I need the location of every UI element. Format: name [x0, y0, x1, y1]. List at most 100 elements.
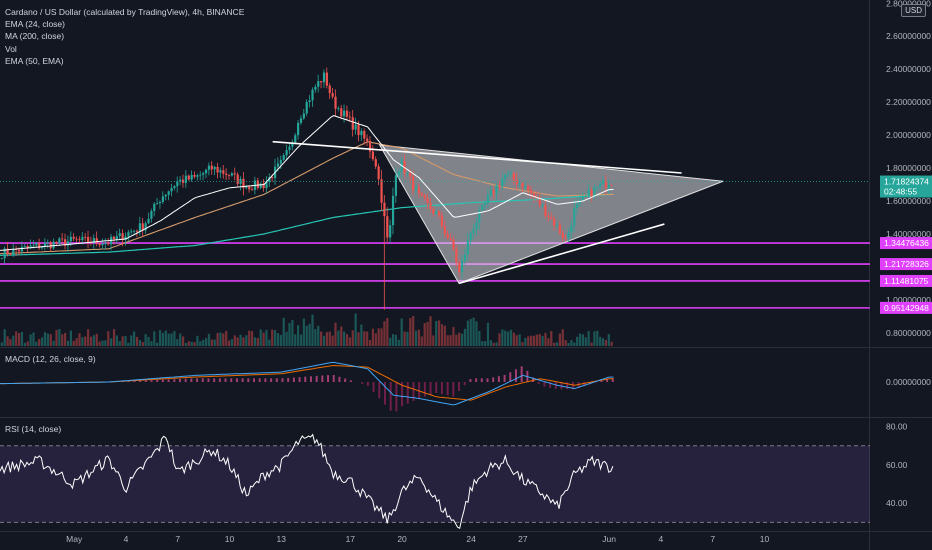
candle-body — [538, 197, 541, 206]
volume-bar — [570, 339, 573, 346]
support-label-2: 1.21728326 — [884, 259, 929, 269]
candle-body — [409, 172, 412, 177]
volume-bar — [297, 325, 300, 346]
volume-bar — [3, 329, 6, 346]
candle-body — [118, 233, 121, 237]
candle-body — [124, 236, 127, 240]
volume-bar — [98, 341, 101, 346]
volume-bar — [504, 330, 507, 346]
candle-body — [475, 222, 478, 230]
volume-bar — [351, 330, 354, 346]
candle-body — [55, 241, 58, 244]
volume-bar — [288, 322, 291, 346]
legend-ema50[interactable]: EMA (50, EMA) — [5, 55, 64, 66]
macd-label[interactable]: MACD (12, 26, close, 9) — [5, 354, 96, 364]
macd-histogram-bar — [583, 382, 586, 387]
legend-ma200[interactable]: MA (200, close) — [5, 31, 65, 42]
candle-body — [449, 238, 452, 240]
candle-body — [374, 159, 377, 167]
volume-bar — [38, 338, 41, 346]
legend-ema24[interactable]: EMA (24, close) — [5, 19, 65, 30]
candle-body — [6, 248, 9, 255]
volume-bar — [463, 328, 467, 346]
candle-body — [437, 211, 441, 216]
macd-histogram-bar — [361, 382, 364, 384]
candle-body — [32, 245, 35, 247]
candle-body — [144, 223, 147, 231]
macd-histogram-bar — [514, 369, 517, 382]
volume-bar — [141, 342, 144, 346]
volume-bar — [253, 337, 257, 346]
rsi-band-fill — [0, 445, 870, 523]
candle-body — [112, 236, 116, 240]
volume-bar — [147, 336, 150, 346]
volume-bar — [524, 337, 527, 346]
date-tick-label: 7 — [175, 534, 180, 544]
macd-histogram-bar — [611, 378, 614, 382]
volume-bar — [532, 335, 536, 346]
volume-bar — [276, 333, 280, 346]
candle-body — [509, 173, 513, 175]
macd-histogram-bar — [207, 378, 210, 382]
candle-body — [440, 215, 444, 227]
macd-histogram-bar — [264, 378, 267, 382]
candle-body — [158, 201, 162, 204]
currency-badge[interactable]: USD — [901, 4, 926, 17]
volume-bar — [46, 333, 49, 346]
candle-body — [317, 81, 320, 87]
candle-body — [276, 163, 280, 167]
candle-body — [567, 232, 570, 239]
date-tick-label: 20 — [397, 534, 407, 544]
volume-bar — [509, 329, 513, 346]
candle-body — [242, 178, 245, 189]
candle-body — [573, 208, 576, 226]
volume-bar — [193, 342, 196, 346]
candle-body — [386, 216, 389, 238]
volume-bar — [156, 342, 159, 346]
volume-bar — [259, 329, 262, 346]
volume-bar — [495, 342, 498, 346]
volume-bar — [412, 315, 415, 346]
volume-bar — [599, 336, 602, 346]
volume-bar — [179, 333, 182, 346]
volume-bar — [604, 340, 608, 346]
candle-body — [601, 180, 605, 185]
volume-bar — [590, 342, 593, 346]
candle-body — [547, 216, 550, 218]
candle-body — [371, 151, 375, 160]
candle-body — [150, 210, 153, 219]
candle-body — [196, 175, 199, 177]
rsi-tick-label: 80.00 — [886, 422, 908, 432]
candle-body — [46, 242, 49, 244]
macd-histogram-bar — [173, 379, 176, 382]
price-tick-label: 2.60000000 — [886, 31, 931, 41]
macd-histogram-bar — [600, 380, 603, 382]
volume-bar — [501, 329, 504, 346]
macd-histogram-bar — [566, 382, 569, 390]
support-label-3: 1.11481075 — [884, 276, 929, 286]
volume-bar — [389, 337, 392, 346]
volume-bar — [521, 342, 524, 346]
volume-bar — [299, 334, 303, 346]
candle-body — [61, 238, 64, 240]
rsi-line — [0, 433, 614, 530]
volume-bar — [285, 331, 288, 346]
candle-body — [320, 81, 323, 83]
candle-body — [222, 170, 225, 174]
macd-histogram-bar — [349, 380, 352, 382]
volume-bar — [9, 339, 12, 346]
volume-bar — [403, 331, 406, 346]
volume-bar — [291, 320, 294, 346]
volume-bar — [196, 335, 199, 346]
candle-body — [524, 185, 527, 188]
volume-bar — [435, 320, 438, 346]
volume-bar — [507, 331, 510, 346]
macd-histogram-bar — [509, 372, 512, 382]
macd-histogram-bar — [435, 382, 438, 393]
macd-histogram-bar — [298, 377, 301, 382]
volume-bar — [420, 336, 423, 346]
legend-volume[interactable]: Vol — [5, 43, 17, 54]
volume-bar — [92, 335, 95, 346]
rsi-label[interactable]: RSI (14, close) — [5, 424, 62, 434]
